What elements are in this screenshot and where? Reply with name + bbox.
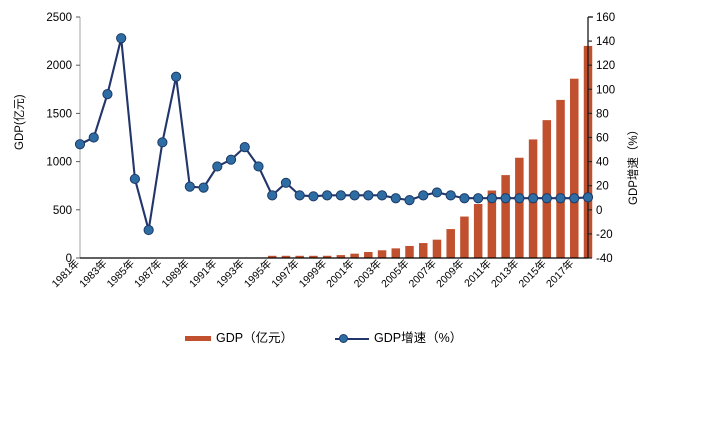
svg-text:-20: -20 bbox=[596, 229, 613, 241]
svg-text:-40: -40 bbox=[596, 253, 613, 265]
svg-text:1000: 1000 bbox=[46, 157, 72, 169]
svg-text:1983年: 1983年 bbox=[76, 257, 109, 290]
svg-text:1993年: 1993年 bbox=[214, 257, 247, 290]
svg-text:1997年: 1997年 bbox=[269, 257, 302, 290]
svg-text:80: 80 bbox=[596, 108, 609, 120]
svg-text:20: 20 bbox=[596, 181, 609, 193]
svg-text:2500: 2500 bbox=[46, 12, 72, 24]
svg-text:60: 60 bbox=[596, 133, 609, 145]
svg-text:2017年: 2017年 bbox=[543, 257, 576, 290]
svg-text:1500: 1500 bbox=[46, 108, 72, 120]
svg-text:2011年: 2011年 bbox=[461, 257, 494, 290]
svg-text:140: 140 bbox=[596, 36, 615, 48]
svg-text:1985年: 1985年 bbox=[104, 257, 137, 290]
svg-text:1989年: 1989年 bbox=[159, 257, 192, 290]
svg-text:120: 120 bbox=[596, 60, 615, 72]
svg-text:40: 40 bbox=[596, 157, 609, 169]
svg-text:2013年: 2013年 bbox=[488, 257, 521, 290]
svg-text:2000: 2000 bbox=[46, 60, 72, 72]
svg-text:100: 100 bbox=[596, 84, 615, 96]
svg-text:0: 0 bbox=[596, 205, 602, 217]
svg-text:2009年: 2009年 bbox=[433, 257, 466, 290]
svg-text:2003年: 2003年 bbox=[351, 257, 384, 290]
svg-text:1991年: 1991年 bbox=[186, 257, 219, 290]
svg-text:2015年: 2015年 bbox=[516, 257, 549, 290]
svg-text:2001年: 2001年 bbox=[324, 257, 357, 290]
svg-text:1999年: 1999年 bbox=[296, 257, 329, 290]
svg-text:500: 500 bbox=[53, 205, 72, 217]
svg-text:1995年: 1995年 bbox=[241, 257, 274, 290]
svg-text:2007年: 2007年 bbox=[406, 257, 439, 290]
svg-text:160: 160 bbox=[596, 12, 615, 24]
svg-text:2005年: 2005年 bbox=[378, 257, 411, 290]
svg-text:1987年: 1987年 bbox=[131, 257, 164, 290]
